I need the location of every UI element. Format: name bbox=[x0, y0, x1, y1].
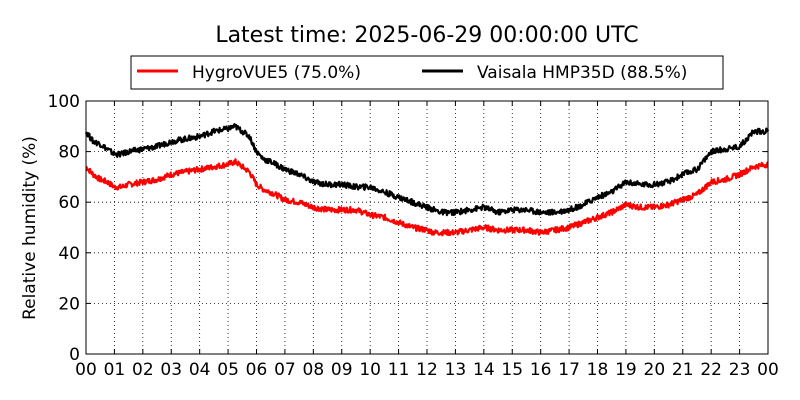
x-tick-label: 09 bbox=[331, 360, 353, 380]
x-tick-label: 11 bbox=[388, 360, 410, 380]
x-tick-label: 00 bbox=[757, 360, 779, 380]
x-tick-label: 06 bbox=[246, 360, 268, 380]
legend-label-hygrovue5: HygroVUE5 (75.0%) bbox=[192, 63, 361, 83]
series-line-hygrovue5 bbox=[85, 158, 769, 237]
x-tick-label: 01 bbox=[104, 360, 126, 380]
x-tick-label: 02 bbox=[132, 360, 154, 380]
x-tick-label: 00 bbox=[75, 360, 97, 380]
y-tick-label: 20 bbox=[58, 294, 80, 314]
y-tick-label: 60 bbox=[58, 193, 80, 213]
x-tick-label: 14 bbox=[473, 360, 495, 380]
series-line-vaisala bbox=[84, 123, 770, 217]
legend: HygroVUE5 (75.0%) Vaisala HMP35D (88.5%) bbox=[130, 55, 724, 90]
x-tick-label: 16 bbox=[530, 360, 552, 380]
x-tick-label: 15 bbox=[501, 360, 523, 380]
chart-title: Latest time: 2025-06-29 00:00:00 UTC bbox=[215, 23, 638, 48]
x-tick-label: 08 bbox=[303, 360, 325, 380]
x-tick-label: 04 bbox=[189, 360, 211, 380]
x-tick-label: 22 bbox=[700, 360, 722, 380]
y-tick-label: 40 bbox=[58, 244, 80, 264]
x-tick-label: 19 bbox=[615, 360, 637, 380]
x-tick-label: 07 bbox=[274, 360, 296, 380]
grid bbox=[86, 101, 768, 354]
x-tick-label: 13 bbox=[445, 360, 467, 380]
x-tick-label: 18 bbox=[587, 360, 609, 380]
y-axis-label: Relative humidity (%) bbox=[20, 136, 40, 320]
x-tick-label: 23 bbox=[729, 360, 751, 380]
tick-layer bbox=[85, 100, 769, 355]
x-tick-label: 12 bbox=[416, 360, 438, 380]
tick-label-layer: 00 01 02 03 04 05 06 07 08 09 10 11 12 13 14 15 16 17 18 19… bbox=[48, 92, 779, 380]
x-tick-label: 10 bbox=[359, 360, 381, 380]
x-tick-label: 17 bbox=[558, 360, 580, 380]
legend-label-vaisala: Vaisala HMP35D (88.5%) bbox=[477, 63, 687, 83]
x-tick-label: 05 bbox=[217, 360, 239, 380]
y-tick-label: 80 bbox=[58, 143, 80, 163]
y-tick-label: 100 bbox=[48, 92, 80, 112]
x-tick-label: 21 bbox=[672, 360, 694, 380]
x-tick-label: 03 bbox=[160, 360, 182, 380]
x-tick-label: 20 bbox=[644, 360, 666, 380]
y-tick-label: 0 bbox=[69, 345, 80, 365]
series-layer bbox=[84, 123, 770, 237]
